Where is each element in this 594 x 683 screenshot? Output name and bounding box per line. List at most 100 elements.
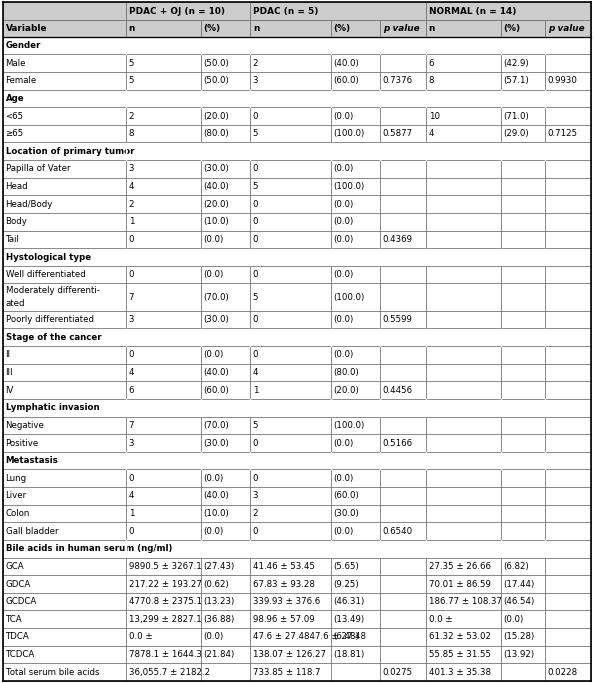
Text: (20.0): (20.0): [204, 199, 229, 209]
Text: 7: 7: [129, 421, 134, 430]
Bar: [250, 20, 331, 37]
Text: (70.0): (70.0): [204, 292, 229, 302]
Text: 0: 0: [253, 235, 258, 244]
Bar: [380, 266, 426, 283]
Bar: [3, 89, 591, 107]
Bar: [250, 213, 331, 231]
Bar: [3, 107, 126, 125]
Text: ated: ated: [5, 299, 25, 309]
Bar: [250, 283, 331, 311]
Bar: [426, 469, 501, 487]
Bar: [426, 417, 501, 434]
Text: ≥65: ≥65: [5, 129, 24, 138]
Bar: [201, 628, 250, 645]
Bar: [380, 160, 426, 178]
Bar: [545, 311, 591, 329]
Text: 733.85 ± 118.7: 733.85 ± 118.7: [253, 668, 320, 677]
Bar: [126, 434, 201, 452]
Bar: [426, 55, 501, 72]
Text: (0.0): (0.0): [333, 217, 354, 226]
Bar: [380, 469, 426, 487]
Bar: [201, 125, 250, 143]
Text: (15.28): (15.28): [504, 632, 535, 641]
Text: Lymphatic invasion: Lymphatic invasion: [5, 403, 99, 413]
Bar: [501, 266, 545, 283]
Bar: [545, 645, 591, 663]
Bar: [545, 55, 591, 72]
Bar: [126, 557, 201, 575]
Bar: [545, 107, 591, 125]
Text: 138.07 ± 126.27: 138.07 ± 126.27: [253, 650, 326, 659]
Bar: [3, 628, 126, 645]
Text: 5: 5: [253, 292, 258, 302]
Text: 7: 7: [129, 292, 134, 302]
Bar: [331, 195, 380, 213]
Text: (13.49): (13.49): [333, 615, 365, 624]
Text: 1: 1: [129, 217, 134, 226]
Bar: [201, 72, 250, 89]
Bar: [331, 231, 380, 248]
Text: PDAC + OJ (n = 10): PDAC + OJ (n = 10): [129, 7, 225, 16]
Bar: [126, 213, 201, 231]
Text: (6.48): (6.48): [333, 632, 359, 641]
Bar: [3, 160, 126, 178]
Text: 0.0228: 0.0228: [548, 668, 578, 677]
Bar: [126, 469, 201, 487]
Bar: [201, 557, 250, 575]
Bar: [426, 2, 591, 20]
Bar: [426, 628, 501, 645]
Bar: [3, 540, 591, 557]
Text: (9.25): (9.25): [333, 580, 359, 589]
Text: Variable: Variable: [5, 24, 47, 33]
Text: (70.0): (70.0): [204, 421, 229, 430]
Bar: [126, 72, 201, 89]
Text: 4: 4: [129, 182, 134, 191]
Bar: [3, 575, 126, 593]
Text: 2: 2: [253, 509, 258, 518]
Bar: [126, 107, 201, 125]
Bar: [501, 213, 545, 231]
Text: 61.32 ± 53.02: 61.32 ± 53.02: [429, 632, 491, 641]
Text: Poorly differentiated: Poorly differentiated: [5, 315, 93, 324]
Bar: [3, 557, 126, 575]
Text: (100.0): (100.0): [333, 292, 365, 302]
Text: 0.7376: 0.7376: [383, 76, 413, 85]
Bar: [126, 266, 201, 283]
Bar: [545, 417, 591, 434]
Bar: [380, 231, 426, 248]
Text: Metastasis: Metastasis: [5, 456, 58, 465]
Text: (0.0): (0.0): [333, 235, 354, 244]
Text: Well differentiated: Well differentiated: [5, 270, 86, 279]
Bar: [501, 505, 545, 522]
Bar: [501, 160, 545, 178]
Bar: [380, 628, 426, 645]
Bar: [201, 283, 250, 311]
Text: (0.0): (0.0): [333, 315, 354, 324]
Bar: [201, 363, 250, 381]
Bar: [126, 505, 201, 522]
Bar: [250, 663, 331, 681]
Bar: [250, 55, 331, 72]
Text: 0.9930: 0.9930: [548, 76, 577, 85]
Text: PDAC (n = 5): PDAC (n = 5): [253, 7, 318, 16]
Bar: [3, 231, 126, 248]
Text: 0.4456: 0.4456: [383, 386, 413, 395]
Bar: [545, 611, 591, 628]
Bar: [201, 417, 250, 434]
Bar: [545, 469, 591, 487]
Bar: [380, 107, 426, 125]
Text: (40.0): (40.0): [204, 491, 229, 501]
Bar: [3, 143, 591, 160]
Bar: [126, 663, 201, 681]
Bar: [3, 505, 126, 522]
Bar: [201, 213, 250, 231]
Text: 0: 0: [253, 438, 258, 447]
Bar: [501, 469, 545, 487]
Text: (0.0): (0.0): [333, 270, 354, 279]
Bar: [331, 72, 380, 89]
Text: 0.4369: 0.4369: [383, 235, 413, 244]
Bar: [380, 487, 426, 505]
Bar: [3, 37, 591, 55]
Text: Negative: Negative: [5, 421, 45, 430]
Bar: [545, 628, 591, 645]
